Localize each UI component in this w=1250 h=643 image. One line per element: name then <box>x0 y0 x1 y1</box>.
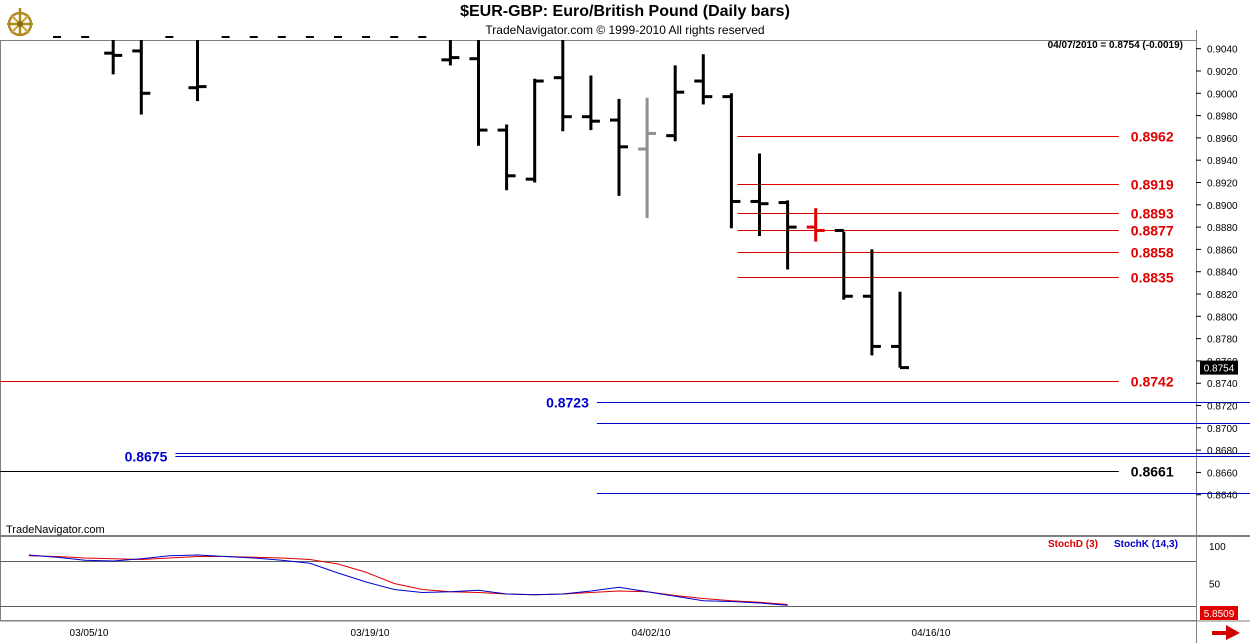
ohlc-bar <box>497 124 516 191</box>
ohlc-bar <box>104 40 123 75</box>
plot-border <box>0 40 1197 621</box>
last-price-tag <box>1200 360 1238 375</box>
level-label: 0.8858 <box>1131 245 1174 261</box>
ohlc-bar <box>581 75 600 131</box>
level-label: 0.8675 <box>125 449 168 465</box>
date-label: 03/19/10 <box>351 628 390 639</box>
ohlc-bar <box>441 40 460 66</box>
last-price-readout: 04/07/2010 = 0.8754 (-0.0019) <box>1048 40 1183 51</box>
price-tick-label: 0.8940 <box>1207 156 1238 167</box>
stoch-series-line <box>28 554 788 606</box>
level-label: 0.8723 <box>546 395 589 411</box>
legend-stochk: StochK (14,3) <box>1114 539 1178 550</box>
stoch-tick-label: 50 <box>1209 580 1221 591</box>
price-tick-label: 0.9000 <box>1207 89 1238 100</box>
stoch-value-tag <box>1200 606 1238 620</box>
stoch-value-tag-label: 5.8509 <box>1204 609 1235 620</box>
price-tick-label: 0.8800 <box>1207 312 1238 323</box>
ohlc-bar <box>132 40 151 115</box>
chart-copyright: TradeNavigator.com © 1999-2010 All right… <box>485 23 765 37</box>
price-tick-label: 0.8720 <box>1207 402 1238 413</box>
ohlc-bar <box>862 249 881 356</box>
ohlc-bar <box>638 97 657 219</box>
ohlc-bar <box>806 208 825 242</box>
ohlc-bar <box>610 98 628 196</box>
price-tick-label: 0.8900 <box>1207 201 1238 212</box>
price-tick-label: 0.8660 <box>1207 468 1238 479</box>
ohlc-bar <box>666 65 685 142</box>
price-tick-label: 0.8920 <box>1207 179 1238 190</box>
level-label: 0.8919 <box>1131 177 1174 193</box>
ohlc-bar <box>891 291 909 370</box>
stoch-series-line <box>28 555 788 605</box>
level-label: 0.8835 <box>1131 270 1174 286</box>
price-tick-label: 0.9040 <box>1207 45 1238 56</box>
ohlc-bar <box>750 153 769 237</box>
watermark: TradeNavigator.com <box>6 524 105 536</box>
price-tick-label: 0.8680 <box>1207 446 1238 457</box>
price-tick-label: 0.8880 <box>1207 223 1238 234</box>
level-label: 0.8661 <box>1131 464 1174 480</box>
trade-navigator-logo-icon[interactable] <box>3 2 37 38</box>
ohlc-bar <box>722 93 741 229</box>
ohlc-bar <box>778 200 797 270</box>
price-tick-label: 0.8860 <box>1207 245 1238 256</box>
chart-title: $EUR-GBP: Euro/British Pound (Daily bars… <box>460 3 790 20</box>
last-price-tag-label: 0.8754 <box>1204 364 1235 375</box>
scroll-right-arrow-icon[interactable] <box>1212 624 1244 640</box>
price-tick-label: 0.8700 <box>1207 424 1238 435</box>
level-label: 0.8877 <box>1131 223 1174 239</box>
date-label: 03/05/10 <box>70 628 109 639</box>
level-label: 0.8742 <box>1131 374 1174 390</box>
ohlc-bar <box>834 228 853 300</box>
ohlc-bar <box>694 54 713 105</box>
price-tick-label: 0.8740 <box>1207 379 1238 390</box>
ohlc-bar <box>553 40 572 132</box>
price-tick-label: 0.8840 <box>1207 268 1238 279</box>
legend-stochd: StochD (3) <box>1048 539 1098 550</box>
level-label: 0.8962 <box>1131 129 1174 145</box>
date-label: 04/02/10 <box>632 628 671 639</box>
date-label: 04/16/10 <box>912 628 951 639</box>
price-tick-label: 0.9020 <box>1207 67 1238 78</box>
price-tick-label: 0.8640 <box>1207 491 1238 502</box>
ohlc-bar <box>525 78 544 183</box>
level-label: 0.8893 <box>1131 206 1174 222</box>
price-tick-label: 0.8980 <box>1207 112 1238 123</box>
ohlc-bar <box>469 40 488 146</box>
price-tick-label: 0.8960 <box>1207 134 1238 145</box>
price-tick-label: 0.8820 <box>1207 290 1238 301</box>
ohlc-bar <box>188 40 207 102</box>
stoch-tick-label: 100 <box>1209 542 1226 553</box>
price-tick-label: 0.8780 <box>1207 335 1238 346</box>
